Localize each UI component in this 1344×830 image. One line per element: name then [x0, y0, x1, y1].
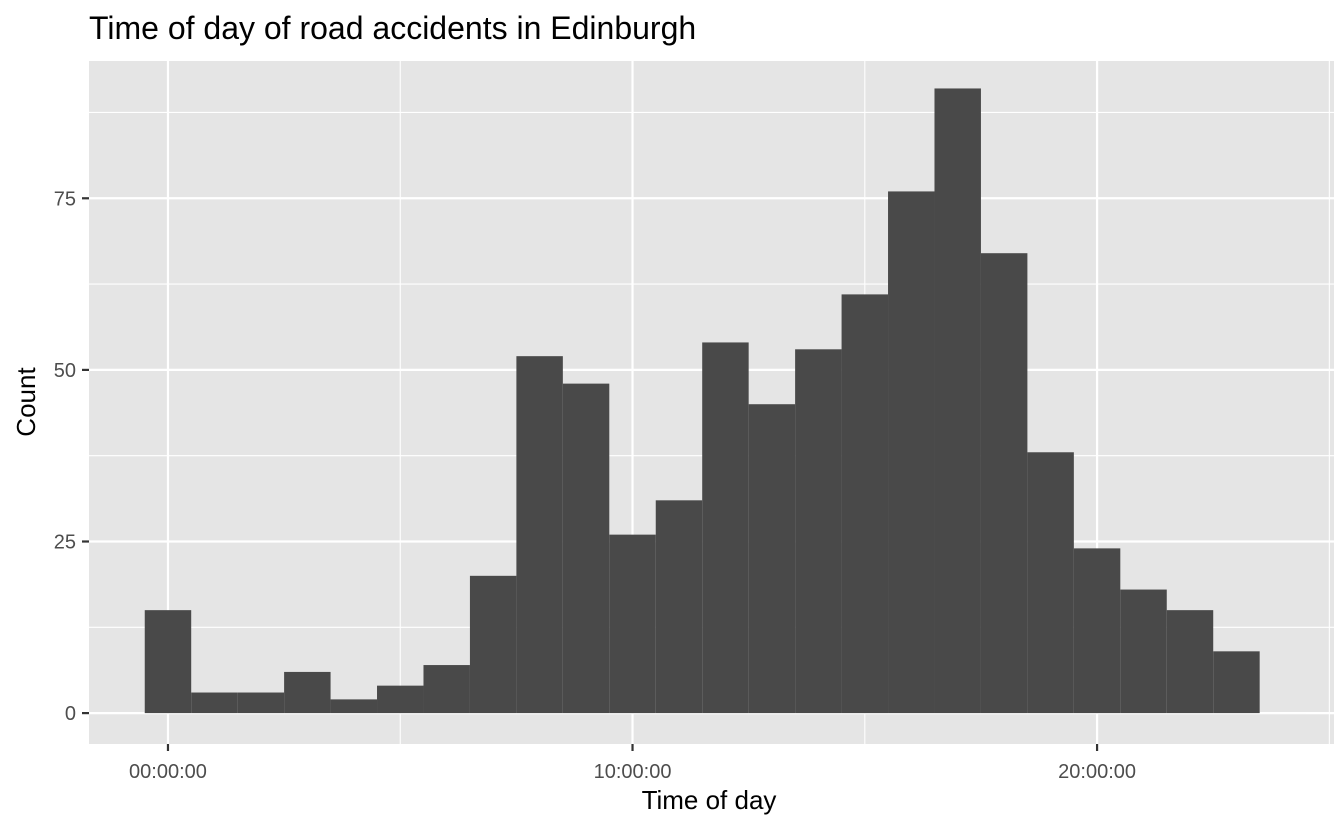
histogram-bar: [795, 349, 842, 714]
histogram-bar: [469, 575, 517, 714]
histogram-bar: [841, 294, 889, 714]
histogram-bar: [330, 699, 378, 714]
histogram-bar: [144, 610, 192, 714]
histogram-bar: [748, 404, 796, 714]
y-axis-title: Count: [11, 367, 41, 437]
bars: [144, 88, 1307, 714]
x-tick-label: 10:00:00: [594, 761, 672, 783]
chart-title: Time of day of road accidents in Edinbur…: [89, 10, 696, 46]
histogram-bar: [1166, 610, 1214, 714]
histogram-bar: [1027, 452, 1074, 714]
histogram-bar: [1213, 651, 1260, 714]
histogram-bar: [655, 500, 703, 714]
y-axis: 0 25 50 75: [54, 188, 89, 725]
y-tick-label: 75: [54, 188, 76, 210]
histogram-bar: [888, 191, 935, 714]
histogram-bar: [934, 88, 981, 714]
y-tick-label: 25: [54, 532, 76, 554]
histogram-bar: [980, 253, 1028, 714]
histogram-bar: [1073, 548, 1121, 714]
histogram-bar: [702, 342, 749, 714]
x-axis: 00:00:00 10:00:00 20:00:00: [129, 744, 1136, 783]
x-tick-label: 20:00:00: [1058, 761, 1136, 783]
histogram-bar: [191, 692, 238, 714]
histogram-bar: [237, 692, 285, 714]
histogram-bar: [377, 685, 424, 714]
histogram-bar: [423, 665, 470, 714]
x-axis-title: Time of day: [642, 785, 777, 815]
x-tick-label: 00:00:00: [129, 761, 207, 783]
y-tick-label: 50: [54, 360, 76, 382]
histogram-bar: [516, 356, 563, 714]
y-tick-label: 0: [65, 703, 76, 725]
histogram-bar: [609, 534, 656, 714]
histogram-bar: [562, 383, 610, 714]
histogram-bar: [1120, 589, 1167, 714]
histogram-bar: [284, 671, 331, 714]
